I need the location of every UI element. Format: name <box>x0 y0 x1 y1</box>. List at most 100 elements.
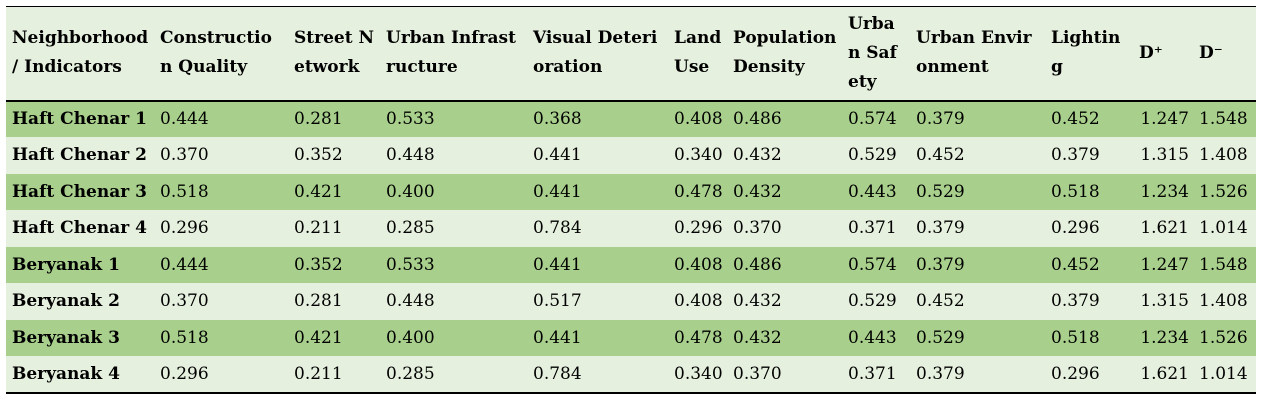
cell-construction-quality: 0.518 <box>160 181 209 202</box>
cell-urban-infrastructure: 0.533 <box>386 254 435 275</box>
table-row: Beryanak 4 0.296 0.211 0.285 0.784 0.340 0.370… <box>6 356 1256 393</box>
header-urban-safety: Urban Safety <box>848 13 897 92</box>
cell-street-network: 0.421 <box>294 327 343 348</box>
header-street-network: Street Network <box>294 28 375 78</box>
cell-urban-safety: 0.529 <box>848 291 897 312</box>
cell-neighborhood: Haft Chenar 1 <box>12 109 147 130</box>
cell-land-use: 0.340 <box>674 145 723 166</box>
cell-urban-safety: 0.443 <box>848 181 897 202</box>
cell-population-density: 0.432 <box>733 291 782 312</box>
cell-urban-safety: 0.371 <box>848 218 897 239</box>
cell-d-plus: 1.315 <box>1140 145 1189 166</box>
cell-visual-deterioration: 0.517 <box>533 291 582 312</box>
table-row: Beryanak 2 0.370 0.281 0.448 0.517 0.408 0.432… <box>6 283 1256 320</box>
cell-construction-quality: 0.370 <box>160 291 209 312</box>
cell-urban-safety: 0.574 <box>848 254 897 275</box>
cell-visual-deterioration: 0.784 <box>533 218 582 239</box>
cell-lighting: 0.379 <box>1051 291 1100 312</box>
cell-lighting: 0.518 <box>1051 181 1100 202</box>
cell-lighting: 0.379 <box>1051 145 1100 166</box>
cell-urban-environment: 0.379 <box>916 363 965 384</box>
cell-neighborhood: Haft Chenar 4 <box>12 218 147 239</box>
cell-neighborhood: Beryanak 4 <box>12 363 120 384</box>
table-row: Haft Chenar 2 0.370 0.352 0.448 0.441 0.340 0.… <box>6 137 1256 174</box>
indicator-table: Neighborhood / Indicators Construction Q… <box>6 6 1256 394</box>
cell-urban-environment: 0.529 <box>916 181 965 202</box>
cell-construction-quality: 0.370 <box>160 145 209 166</box>
cell-construction-quality: 0.296 <box>160 218 209 239</box>
cell-neighborhood: Haft Chenar 3 <box>12 181 147 202</box>
cell-lighting: 0.296 <box>1051 218 1100 239</box>
cell-lighting: 0.452 <box>1051 254 1100 275</box>
cell-urban-environment: 0.452 <box>916 145 965 166</box>
indicator-table-container: Neighborhood / Indicators Construction Q… <box>6 6 1256 394</box>
cell-land-use: 0.478 <box>674 181 723 202</box>
cell-urban-infrastructure: 0.448 <box>386 291 435 312</box>
cell-d-plus: 1.621 <box>1140 363 1189 384</box>
cell-neighborhood: Haft Chenar 2 <box>12 145 147 166</box>
header-lighting: Lighting <box>1051 28 1121 78</box>
cell-land-use: 0.340 <box>674 363 723 384</box>
cell-d-plus: 1.247 <box>1140 109 1189 130</box>
cell-lighting: 0.296 <box>1051 363 1100 384</box>
cell-d-plus: 1.247 <box>1140 254 1189 275</box>
cell-d-plus: 1.234 <box>1140 327 1189 348</box>
header-neighborhood: Neighborhood / Indicators <box>12 28 149 78</box>
cell-urban-environment: 0.379 <box>916 218 965 239</box>
cell-construction-quality: 0.296 <box>160 363 209 384</box>
cell-d-minus: 1.526 <box>1199 181 1248 202</box>
cell-population-density: 0.486 <box>733 254 782 275</box>
cell-population-density: 0.370 <box>733 363 782 384</box>
cell-land-use: 0.296 <box>674 218 723 239</box>
cell-d-minus: 1.408 <box>1199 291 1248 312</box>
cell-visual-deterioration: 0.441 <box>533 327 582 348</box>
header-visual-deterioration: Visual Deterioration <box>533 28 658 78</box>
cell-lighting: 0.518 <box>1051 327 1100 348</box>
cell-d-minus: 1.408 <box>1199 145 1248 166</box>
cell-street-network: 0.421 <box>294 181 343 202</box>
cell-urban-infrastructure: 0.448 <box>386 145 435 166</box>
cell-lighting: 0.452 <box>1051 109 1100 130</box>
cell-land-use: 0.478 <box>674 327 723 348</box>
cell-population-density: 0.486 <box>733 109 782 130</box>
cell-urban-safety: 0.529 <box>848 145 897 166</box>
cell-d-minus: 1.526 <box>1199 327 1248 348</box>
header-d-minus: D⁻ <box>1199 42 1223 63</box>
cell-urban-infrastructure: 0.400 <box>386 327 435 348</box>
cell-construction-quality: 0.518 <box>160 327 209 348</box>
cell-street-network: 0.352 <box>294 145 343 166</box>
cell-population-density: 0.432 <box>733 327 782 348</box>
cell-construction-quality: 0.444 <box>160 254 209 275</box>
cell-construction-quality: 0.444 <box>160 109 209 130</box>
cell-urban-infrastructure: 0.285 <box>386 218 435 239</box>
cell-visual-deterioration: 0.784 <box>533 363 582 384</box>
cell-street-network: 0.352 <box>294 254 343 275</box>
table-body: Haft Chenar 1 0.444 0.281 0.533 0.368 0.408 0.… <box>6 100 1256 393</box>
cell-neighborhood: Beryanak 1 <box>12 254 120 275</box>
cell-urban-safety: 0.574 <box>848 109 897 130</box>
header-row: Neighborhood / Indicators Construction Q… <box>6 6 1256 101</box>
cell-d-plus: 1.621 <box>1140 218 1189 239</box>
table-header: Neighborhood / Indicators Construction Q… <box>6 6 1256 101</box>
header-population-density: Population Density <box>733 28 837 78</box>
cell-land-use: 0.408 <box>674 254 723 275</box>
cell-urban-safety: 0.371 <box>848 363 897 384</box>
cell-visual-deterioration: 0.441 <box>533 145 582 166</box>
cell-population-density: 0.432 <box>733 145 782 166</box>
cell-d-plus: 1.315 <box>1140 291 1189 312</box>
cell-urban-safety: 0.443 <box>848 327 897 348</box>
cell-street-network: 0.281 <box>294 291 343 312</box>
cell-d-plus: 1.234 <box>1140 181 1189 202</box>
cell-urban-environment: 0.452 <box>916 291 965 312</box>
cell-visual-deterioration: 0.368 <box>533 109 582 130</box>
cell-street-network: 0.211 <box>294 218 343 239</box>
cell-population-density: 0.370 <box>733 218 782 239</box>
cell-land-use: 0.408 <box>674 109 723 130</box>
cell-d-minus: 1.548 <box>1199 254 1248 275</box>
header-urban-environment: Urban Environment <box>916 28 1032 78</box>
cell-street-network: 0.211 <box>294 363 343 384</box>
header-construction-quality: Construction Quality <box>160 28 272 78</box>
cell-d-minus: 1.014 <box>1199 363 1248 384</box>
table-row: Beryanak 3 0.518 0.421 0.400 0.441 0.478 0.432… <box>6 319 1256 356</box>
table-row: Beryanak 1 0.444 0.352 0.533 0.441 0.408 0.486… <box>6 246 1256 283</box>
